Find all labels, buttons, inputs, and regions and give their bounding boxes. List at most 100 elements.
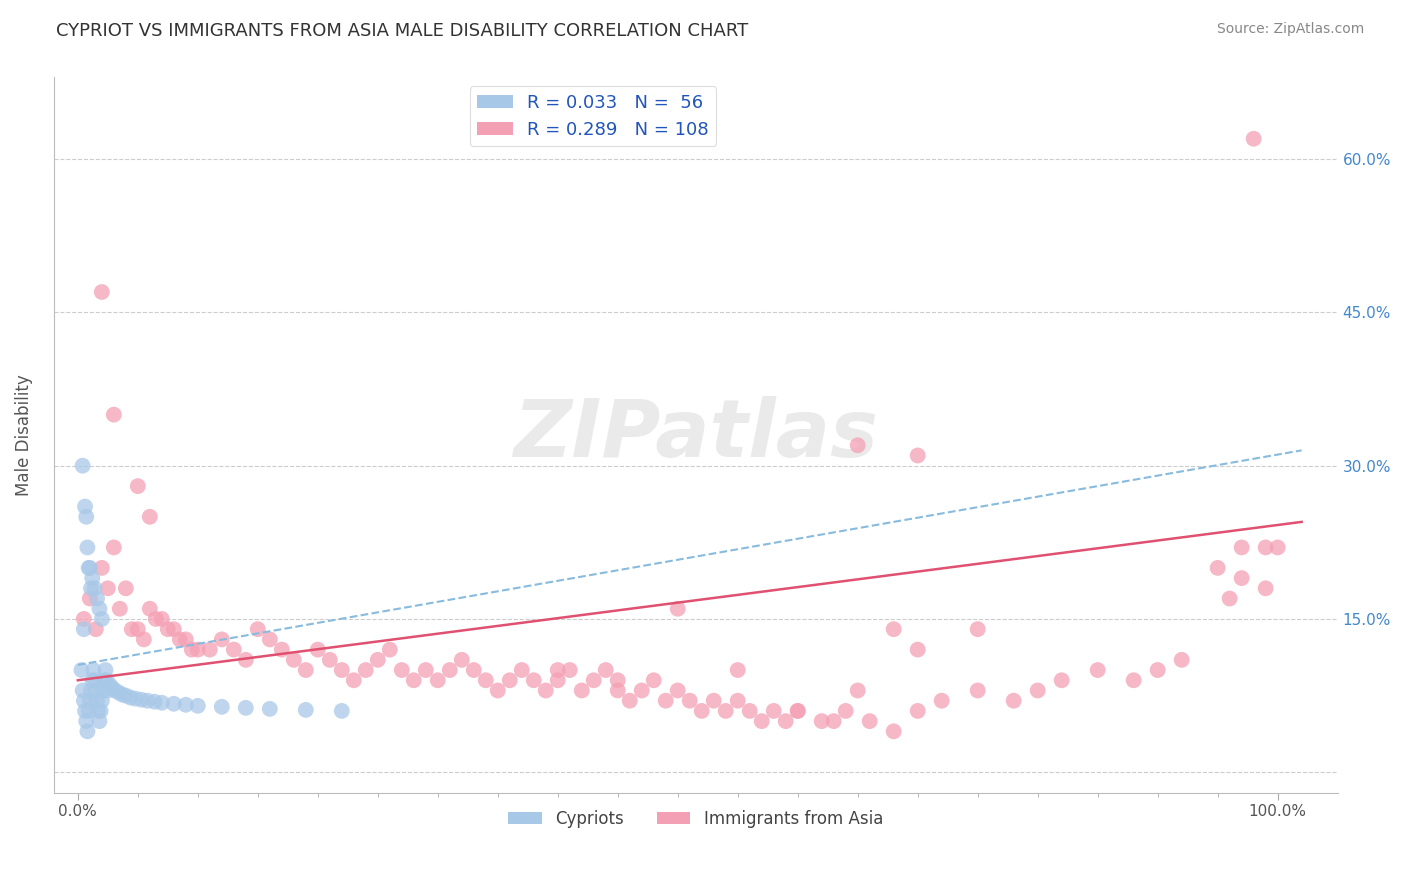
Point	[198, 642, 221, 657]
Point	[120, 690, 142, 705]
Point	[73, 694, 96, 708]
Point	[1254, 541, 1277, 555]
Point	[73, 612, 96, 626]
Point	[76, 724, 98, 739]
Point	[90, 694, 112, 708]
Point	[1170, 653, 1192, 667]
Point	[187, 698, 209, 713]
Text: Source: ZipAtlas.com: Source: ZipAtlas.com	[1216, 22, 1364, 37]
Point	[679, 694, 702, 708]
Point	[630, 683, 652, 698]
Point	[139, 601, 162, 615]
Point	[751, 714, 773, 728]
Text: CYPRIOT VS IMMIGRANTS FROM ASIA MALE DISABILITY CORRELATION CHART: CYPRIOT VS IMMIGRANTS FROM ASIA MALE DIS…	[56, 22, 748, 40]
Point	[174, 698, 197, 712]
Point	[145, 612, 167, 626]
Point	[619, 694, 641, 708]
Point	[846, 438, 869, 452]
Point	[738, 704, 761, 718]
Point	[859, 714, 882, 728]
Point	[367, 653, 389, 667]
Point	[235, 701, 257, 715]
Point	[111, 688, 134, 702]
Point	[1254, 582, 1277, 596]
Point	[80, 683, 103, 698]
Legend: Cypriots, Immigrants from Asia: Cypriots, Immigrants from Asia	[502, 803, 890, 834]
Point	[1002, 694, 1025, 708]
Point	[89, 601, 111, 615]
Point	[907, 704, 929, 718]
Point	[474, 673, 496, 688]
Point	[907, 642, 929, 657]
Point	[77, 561, 100, 575]
Point	[499, 673, 522, 688]
Point	[104, 683, 127, 698]
Point	[72, 683, 94, 698]
Point	[582, 673, 605, 688]
Point	[690, 704, 713, 718]
Point	[463, 663, 485, 677]
Point	[883, 724, 905, 739]
Point	[84, 683, 107, 698]
Point	[143, 695, 166, 709]
Point	[415, 663, 437, 677]
Point	[966, 622, 988, 636]
Point	[846, 683, 869, 698]
Point	[439, 663, 461, 677]
Point	[727, 663, 749, 677]
Point	[96, 673, 118, 688]
Point	[75, 509, 97, 524]
Point	[211, 699, 233, 714]
Point	[82, 571, 104, 585]
Point	[82, 673, 104, 688]
Point	[80, 582, 103, 596]
Point	[163, 622, 186, 636]
Point	[169, 632, 191, 647]
Point	[91, 683, 114, 698]
Point	[127, 479, 149, 493]
Point	[1267, 541, 1289, 555]
Point	[595, 663, 617, 677]
Point	[124, 691, 146, 706]
Point	[1122, 673, 1144, 688]
Y-axis label: Male Disability: Male Disability	[15, 374, 32, 496]
Point	[83, 582, 105, 596]
Point	[94, 663, 117, 677]
Point	[727, 694, 749, 708]
Point	[1230, 571, 1253, 585]
Point	[810, 714, 832, 728]
Point	[354, 663, 377, 677]
Point	[1087, 663, 1109, 677]
Point	[77, 704, 100, 718]
Point	[571, 683, 593, 698]
Point	[1206, 561, 1229, 575]
Point	[606, 683, 628, 698]
Point	[1050, 673, 1073, 688]
Point	[1146, 663, 1168, 677]
Point	[90, 285, 112, 299]
Text: ZIPatlas: ZIPatlas	[513, 396, 879, 474]
Point	[343, 673, 366, 688]
Point	[654, 694, 676, 708]
Point	[547, 673, 569, 688]
Point	[786, 704, 808, 718]
Point	[82, 663, 104, 677]
Point	[510, 663, 533, 677]
Point	[90, 704, 112, 718]
Point	[222, 642, 245, 657]
Point	[319, 653, 342, 667]
Point	[73, 704, 96, 718]
Point	[75, 714, 97, 728]
Point	[378, 642, 401, 657]
Point	[87, 704, 110, 718]
Point	[163, 697, 186, 711]
Point	[259, 632, 281, 647]
Point	[86, 591, 108, 606]
Point	[235, 653, 257, 667]
Point	[714, 704, 737, 718]
Point	[330, 663, 353, 677]
Point	[883, 622, 905, 636]
Point	[103, 408, 125, 422]
Point	[966, 683, 988, 698]
Point	[426, 673, 449, 688]
